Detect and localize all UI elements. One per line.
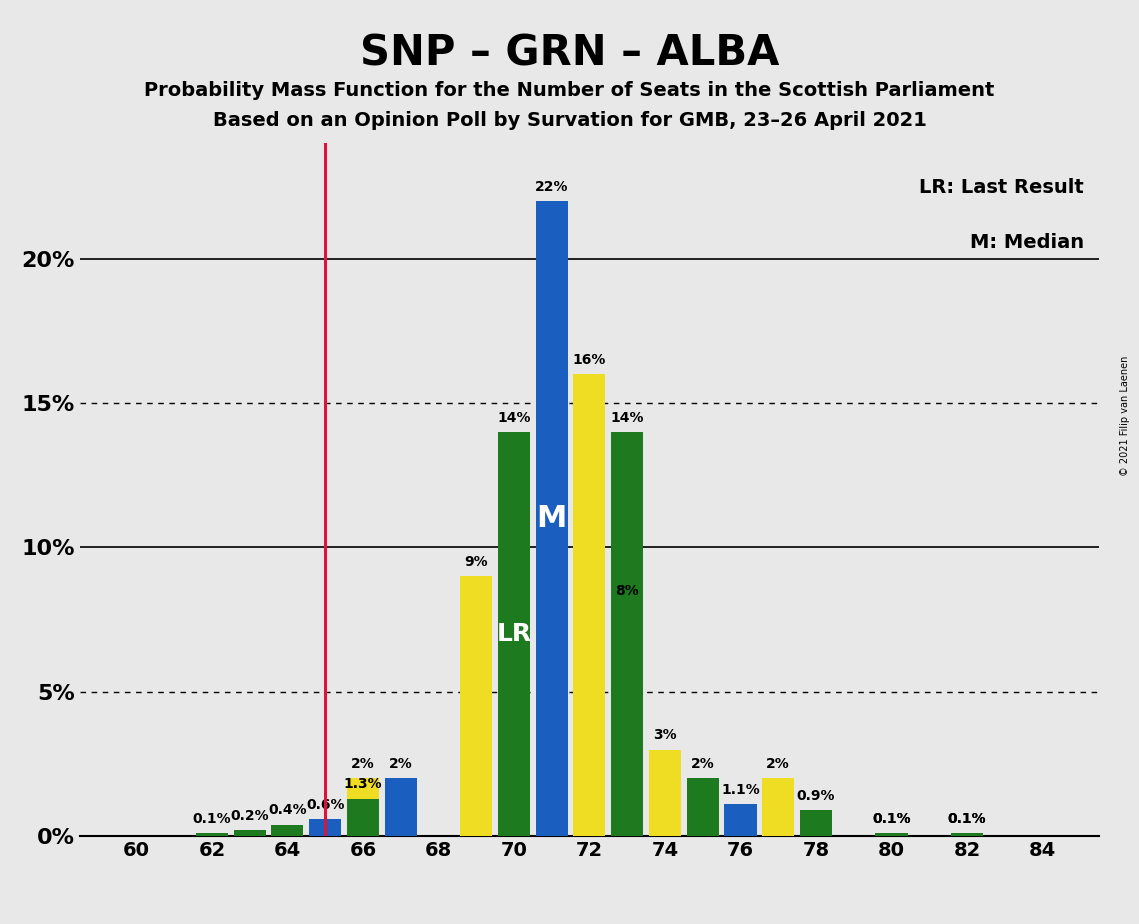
Text: 0.1%: 0.1% — [872, 812, 911, 826]
Bar — [951, 833, 983, 836]
Text: 0.4%: 0.4% — [268, 804, 306, 818]
Text: 14%: 14% — [497, 411, 531, 425]
Bar — [876, 833, 908, 836]
Bar — [233, 831, 265, 836]
Text: Based on an Opinion Poll by Survation for GMB, 23–26 April 2021: Based on an Opinion Poll by Survation fo… — [213, 111, 926, 130]
Text: 14%: 14% — [611, 411, 644, 425]
Bar — [649, 749, 681, 836]
Text: M: M — [536, 505, 567, 533]
Text: 0.1%: 0.1% — [948, 812, 986, 826]
Text: M: Median: M: Median — [969, 234, 1084, 252]
Text: 8%: 8% — [615, 584, 639, 598]
Text: 22%: 22% — [535, 180, 568, 194]
Bar — [498, 432, 530, 836]
Text: SNP – GRN – ALBA: SNP – GRN – ALBA — [360, 32, 779, 74]
Bar — [460, 577, 492, 836]
Bar — [612, 605, 644, 836]
Bar — [535, 201, 567, 836]
Bar — [876, 833, 908, 836]
Bar — [724, 805, 756, 836]
Text: 2%: 2% — [691, 758, 714, 772]
Text: 3%: 3% — [653, 728, 677, 742]
Text: LR: Last Result: LR: Last Result — [919, 177, 1084, 197]
Bar — [687, 778, 719, 836]
Bar — [762, 778, 794, 836]
Bar — [573, 374, 606, 836]
Text: Probability Mass Function for the Number of Seats in the Scottish Parliament: Probability Mass Function for the Number… — [145, 81, 994, 101]
Text: 1.3%: 1.3% — [344, 777, 383, 792]
Bar — [612, 432, 644, 836]
Text: 9%: 9% — [465, 555, 487, 569]
Text: 16%: 16% — [573, 353, 606, 367]
Text: © 2021 Filip van Laenen: © 2021 Filip van Laenen — [1121, 356, 1130, 476]
Bar — [271, 825, 303, 836]
Bar — [347, 798, 379, 836]
Bar — [347, 778, 379, 836]
Text: 0.1%: 0.1% — [872, 812, 911, 826]
Text: 1.1%: 1.1% — [721, 784, 760, 797]
Text: LR: LR — [497, 622, 532, 646]
Text: 0.1%: 0.1% — [948, 812, 986, 826]
Bar — [385, 778, 417, 836]
Text: 0.2%: 0.2% — [230, 809, 269, 823]
Bar — [800, 810, 831, 836]
Bar — [309, 819, 342, 836]
Bar — [196, 833, 228, 836]
Text: 2%: 2% — [388, 758, 412, 772]
Text: 0.6%: 0.6% — [306, 797, 344, 811]
Text: 2%: 2% — [767, 758, 790, 772]
Text: 2%: 2% — [351, 758, 375, 772]
Text: 0.1%: 0.1% — [192, 812, 231, 826]
Text: 0.9%: 0.9% — [796, 789, 835, 803]
Bar — [951, 833, 983, 836]
